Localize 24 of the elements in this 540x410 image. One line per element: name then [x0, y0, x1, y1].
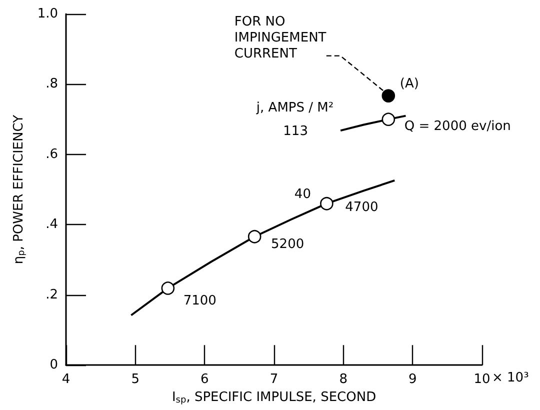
y-axis-title: ηp, POWER EFFICIENCY	[11, 114, 27, 264]
annotation: 5200	[271, 237, 304, 252]
annotation: 4700	[345, 200, 378, 216]
annotation: Q = 2000 ev/ion	[404, 118, 511, 134]
annotation: FOR NO IMPINGEMENT CURRENT	[234, 14, 326, 62]
y-tick-label: .2	[46, 287, 58, 302]
annotation: 40	[294, 187, 311, 202]
y-tick-label: .4	[46, 217, 58, 232]
y-tick-label: .8	[46, 76, 58, 92]
text: × 10³	[492, 370, 529, 386]
annotation: 7100	[183, 294, 216, 309]
x-tick-label: 5	[131, 372, 140, 388]
x-tick-label: 6	[200, 372, 209, 388]
x-tick-label: 7	[270, 372, 278, 388]
x-tick-label: 8	[339, 372, 348, 388]
x-tick-label: 10	[474, 372, 490, 388]
y-tick-label: .6	[46, 146, 58, 162]
y-tick-label: 0	[50, 358, 58, 373]
annotation: 113	[283, 124, 308, 140]
x-tick-label: 4	[62, 372, 70, 388]
annotation: (A)	[400, 76, 419, 92]
x-tick-label: 9	[408, 372, 417, 388]
y-tick-label: 1.0	[37, 6, 58, 22]
annotation: j, AMPS / M²	[255, 100, 334, 116]
